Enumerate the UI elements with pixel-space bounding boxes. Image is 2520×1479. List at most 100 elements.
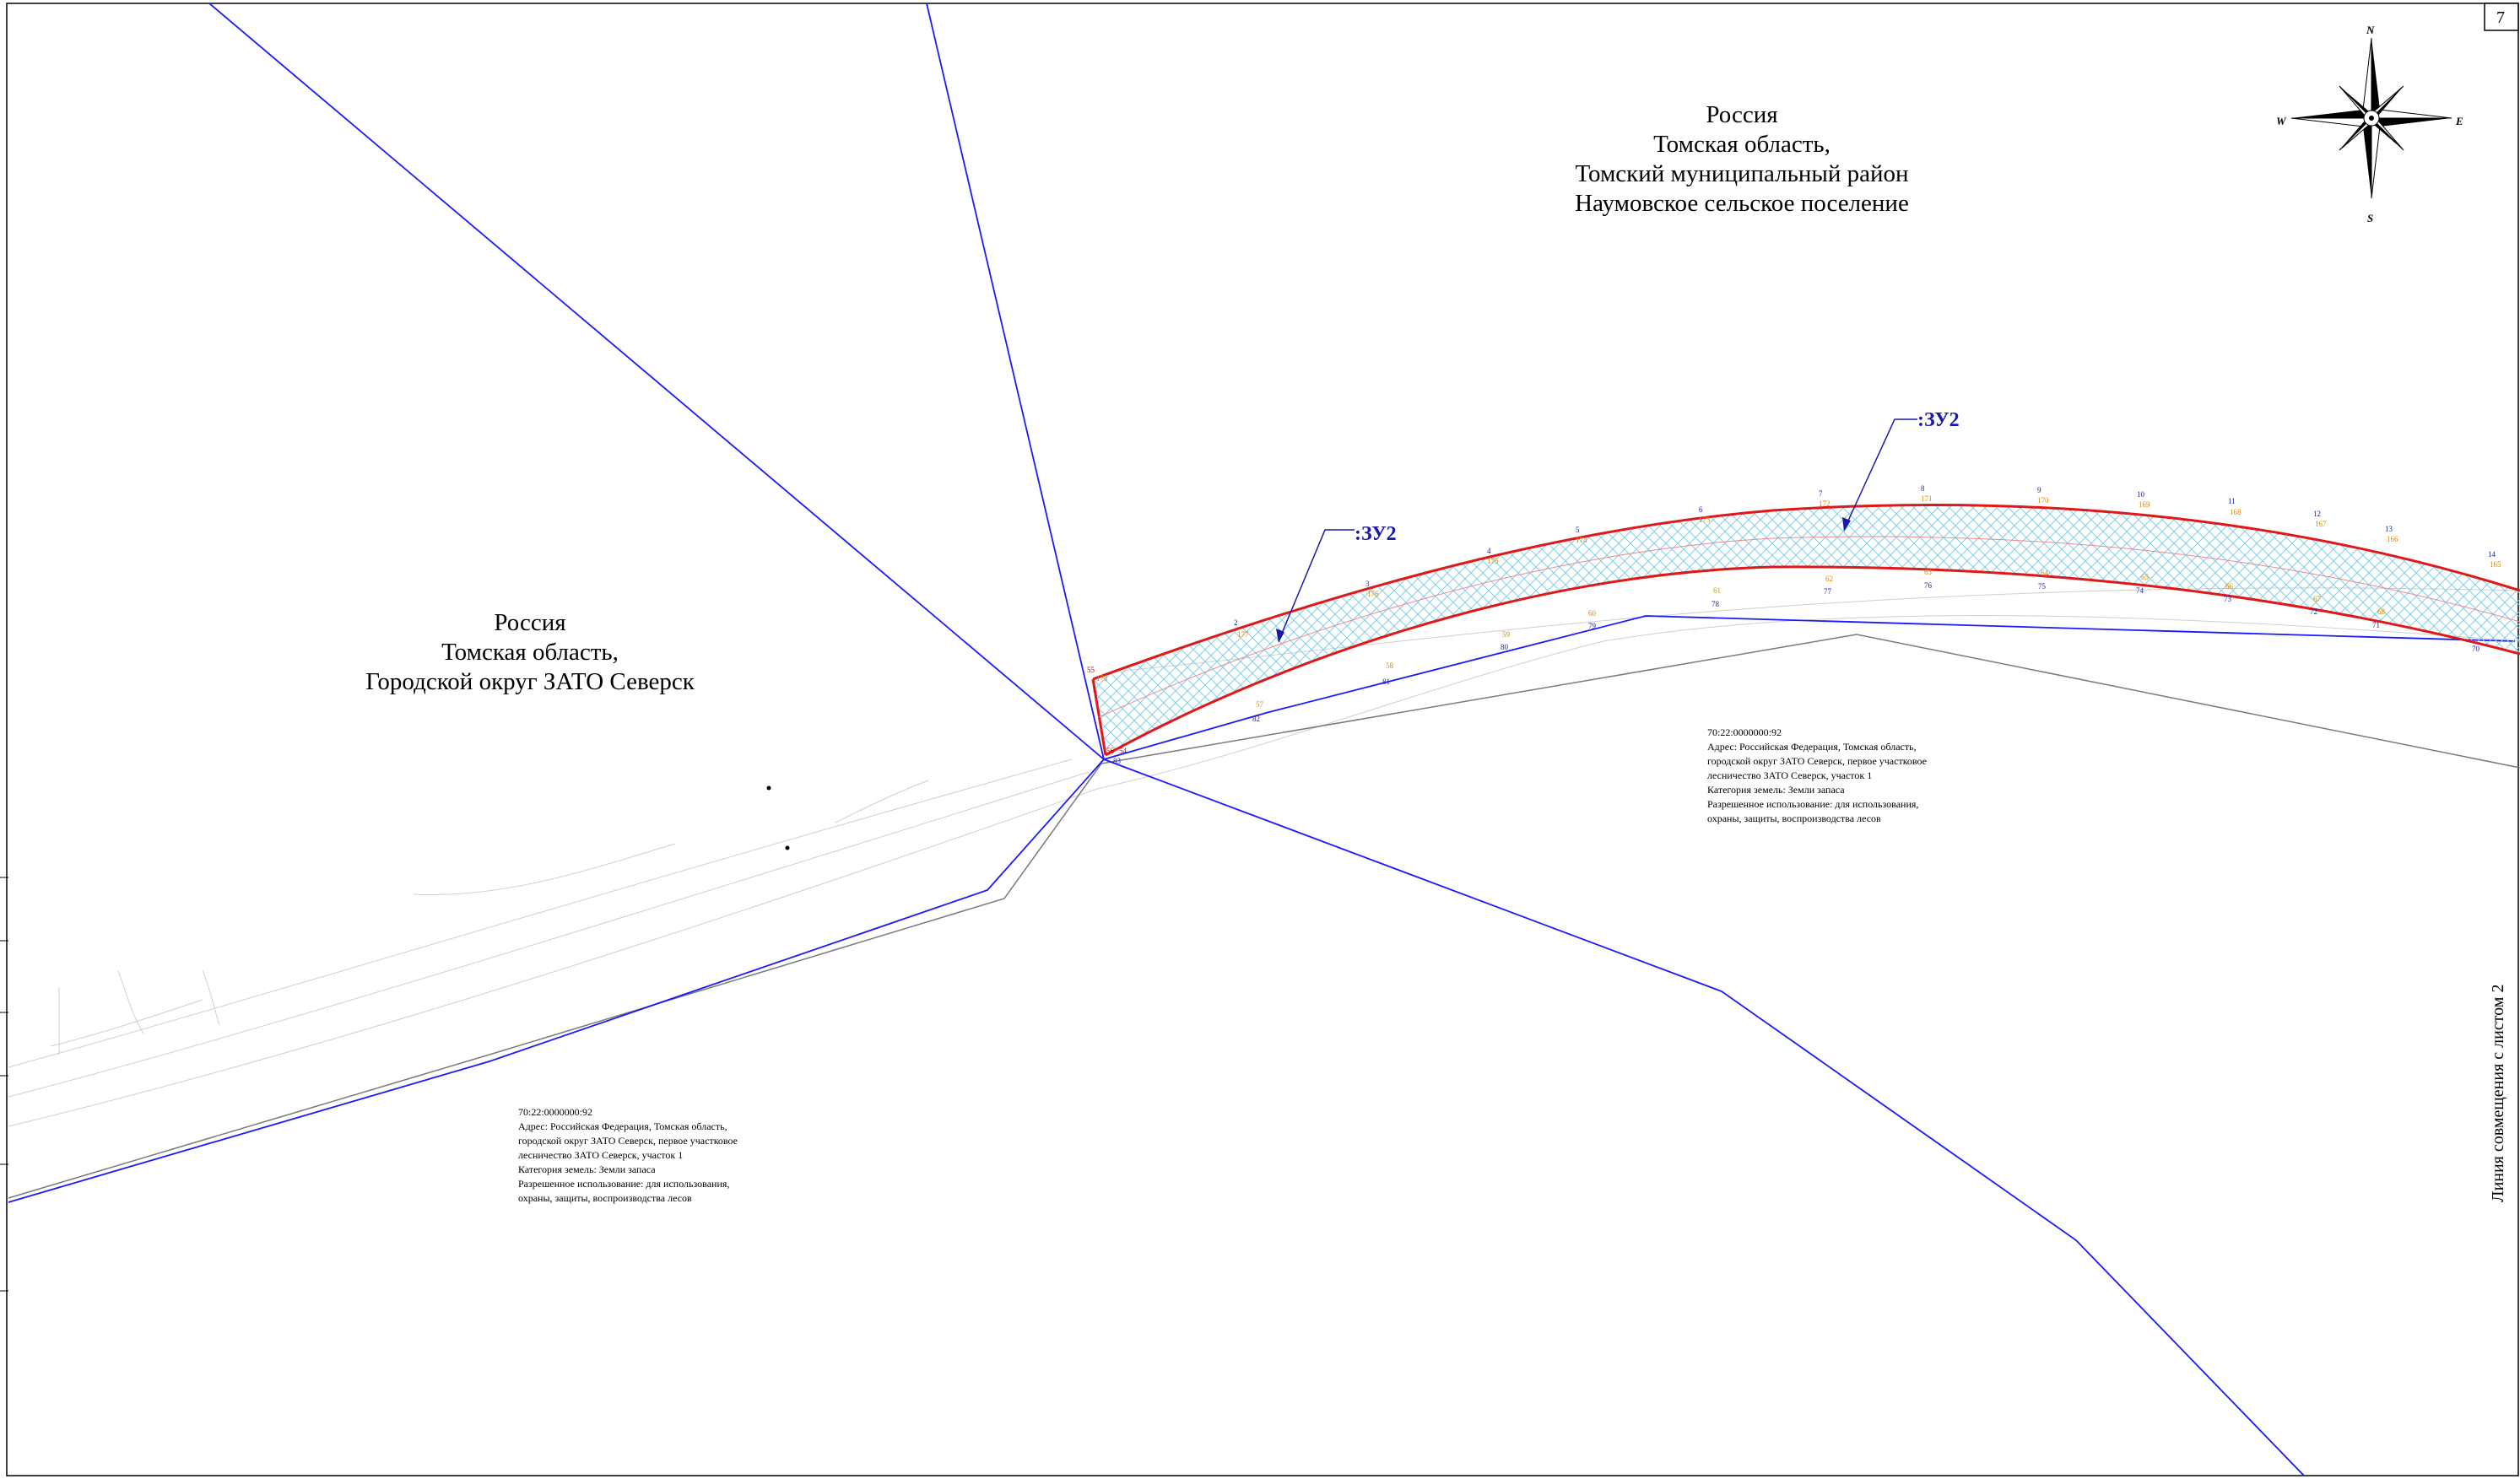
svg-text:13: 13 xyxy=(2385,525,2393,533)
svg-text:77: 77 xyxy=(1824,587,1832,596)
svg-text:9: 9 xyxy=(2037,486,2041,494)
svg-text:1: 1 xyxy=(1092,685,1096,694)
svg-text:городской округ ЗАТО Северск,: городской округ ЗАТО Северск, первое уча… xyxy=(1707,755,1927,767)
svg-text:Категория земель: Земли запаса: Категория земель: Земли запаса xyxy=(1707,784,1845,796)
svg-text:67: 67 xyxy=(2313,595,2322,603)
parcel-leaders xyxy=(1278,418,1917,642)
svg-text:55: 55 xyxy=(1087,666,1095,674)
svg-text:3: 3 xyxy=(1365,580,1370,588)
svg-text:83: 83 xyxy=(1113,757,1122,765)
info-block-2: 70:22:0000000:92 Адрес: Российская Федер… xyxy=(518,1106,738,1204)
svg-text:Разрешенное использование: для: Разрешенное использование: для использов… xyxy=(518,1178,729,1190)
svg-text:Адрес: Российская Федерация, Т: Адрес: Российская Федерация, Томская обл… xyxy=(518,1120,727,1132)
cadastral-boundaries xyxy=(8,3,2516,1476)
svg-text:70:22:0000000:92: 70:22:0000000:92 xyxy=(518,1106,592,1118)
svg-text:165: 165 xyxy=(2490,560,2501,569)
parcel-label-1: :ЗУ2 xyxy=(1355,523,1397,545)
compass-n: N xyxy=(2366,24,2375,36)
svg-text:66: 66 xyxy=(2225,582,2234,591)
svg-text:5: 5 xyxy=(1576,526,1580,534)
svg-text:10: 10 xyxy=(2137,490,2145,499)
point-labels-lower-orange: 57 58 59 60 61 62 63 64 65 66 67 68 xyxy=(1256,568,2386,709)
svg-text:78: 78 xyxy=(1712,600,1720,608)
svg-text:57: 57 xyxy=(1256,700,1264,709)
compass-w: W xyxy=(2276,115,2287,127)
svg-text:12: 12 xyxy=(2313,510,2321,518)
svg-text:Томская область,: Томская область, xyxy=(441,639,619,666)
region-label-north: Россия Томская область, Томский муниципа… xyxy=(1575,101,1909,217)
svg-text:Категория земель: Земли запаса: Категория земель: Земли запаса xyxy=(518,1163,656,1175)
svg-text:176: 176 xyxy=(1367,590,1379,598)
svg-text:лесничество ЗАТО Северск, учас: лесничество ЗАТО Северск, участок 1 xyxy=(518,1149,683,1161)
svg-text:79: 79 xyxy=(1588,622,1597,630)
parcel-zu2 xyxy=(1091,504,2520,757)
match-line-label: Линия совмещения с листом 2 xyxy=(2489,985,2507,1202)
svg-text:74: 74 xyxy=(2136,586,2144,595)
svg-text:60: 60 xyxy=(1588,609,1597,618)
svg-text:73: 73 xyxy=(2224,595,2232,603)
compass-rose: N S E W xyxy=(2276,24,2463,224)
svg-text:Томская область,: Томская область, xyxy=(1653,131,1831,158)
svg-text:лесничество ЗАТО Северск, учас: лесничество ЗАТО Северск, участок 1 xyxy=(1707,769,1872,781)
svg-text:169: 169 xyxy=(2139,500,2150,509)
svg-text:Россия: Россия xyxy=(1706,101,1777,128)
svg-text:Городской округ ЗАТО Северск: Городской округ ЗАТО Северск xyxy=(365,668,695,695)
point-labels-corner: 55 178 1 56 54 83 xyxy=(1087,666,1128,765)
svg-text:65: 65 xyxy=(2141,573,2150,581)
svg-text:70:22:0000000:92: 70:22:0000000:92 xyxy=(1707,726,1782,738)
svg-text:62: 62 xyxy=(1825,575,1833,583)
svg-text:58: 58 xyxy=(1386,661,1394,670)
svg-text:81: 81 xyxy=(1382,677,1390,686)
svg-text:8: 8 xyxy=(1921,484,1925,493)
left-frame-ticks xyxy=(0,877,8,1292)
svg-text:173: 173 xyxy=(1699,515,1711,524)
svg-text:70: 70 xyxy=(2472,645,2480,653)
svg-text:Томский муниципальный район: Томский муниципальный район xyxy=(1575,160,1908,187)
region-label-west: Россия Томская область, Городской округ … xyxy=(365,609,695,695)
survey-dot xyxy=(766,785,771,791)
svg-text:178: 178 xyxy=(1096,674,1108,683)
svg-text:75: 75 xyxy=(2038,582,2047,591)
sheet-frame xyxy=(6,3,2519,1476)
svg-text:6: 6 xyxy=(1699,505,1703,514)
svg-text:Адрес: Российская Федерация, Т: Адрес: Российская Федерация, Томская обл… xyxy=(1707,741,1917,753)
survey-dot xyxy=(785,845,790,850)
sheet-number: 7 xyxy=(2496,8,2505,27)
svg-text:2: 2 xyxy=(1234,618,1238,627)
svg-text:14: 14 xyxy=(2488,550,2496,559)
svg-text:Наумовское сельское поселение: Наумовское сельское поселение xyxy=(1575,190,1909,217)
svg-text:172: 172 xyxy=(1819,499,1831,508)
svg-text:175: 175 xyxy=(1487,557,1499,565)
svg-text:61: 61 xyxy=(1713,586,1721,595)
svg-text:Разрешенное использование: для: Разрешенное использование: для использов… xyxy=(1707,798,1918,810)
svg-text:166: 166 xyxy=(2387,535,2398,543)
svg-text:городской округ ЗАТО Северск,: городской округ ЗАТО Северск, первое уча… xyxy=(518,1135,738,1147)
svg-text:63: 63 xyxy=(1924,568,1933,576)
svg-text:4: 4 xyxy=(1487,547,1491,555)
svg-text:54: 54 xyxy=(1119,747,1128,755)
svg-text:68: 68 xyxy=(2377,607,2386,616)
svg-text:76: 76 xyxy=(1924,581,1933,590)
svg-text:7: 7 xyxy=(1819,489,1823,498)
svg-text:167: 167 xyxy=(2315,520,2327,528)
svg-text:11: 11 xyxy=(2228,497,2236,505)
svg-text:72: 72 xyxy=(2310,607,2317,616)
sheet-number-box xyxy=(2484,3,2519,31)
svg-text:59: 59 xyxy=(1502,630,1511,639)
leader-arrowheads xyxy=(1276,517,1851,643)
svg-text:171: 171 xyxy=(1921,494,1933,503)
parcel-label-2: :ЗУ2 xyxy=(1917,409,1960,431)
svg-text:64: 64 xyxy=(2041,569,2049,577)
point-labels-upper-orange: 177 176 175 174 173 172 171 170 169 168 … xyxy=(1237,494,2501,639)
road-centerline xyxy=(8,634,2520,1199)
svg-text:71: 71 xyxy=(2372,621,2380,629)
svg-text:174: 174 xyxy=(1576,536,1587,544)
svg-text:охраны, защиты, воспроизводств: охраны, защиты, воспроизводства лесов xyxy=(1707,812,1881,824)
svg-text:168: 168 xyxy=(2230,508,2242,516)
svg-text:170: 170 xyxy=(2037,496,2049,505)
svg-text:82: 82 xyxy=(1252,715,1260,723)
point-labels-upper-blue: 2 3 4 5 6 7 8 9 10 11 12 13 14 xyxy=(1234,484,2496,627)
svg-text:56: 56 xyxy=(1106,747,1115,755)
compass-s: S xyxy=(2367,212,2373,224)
